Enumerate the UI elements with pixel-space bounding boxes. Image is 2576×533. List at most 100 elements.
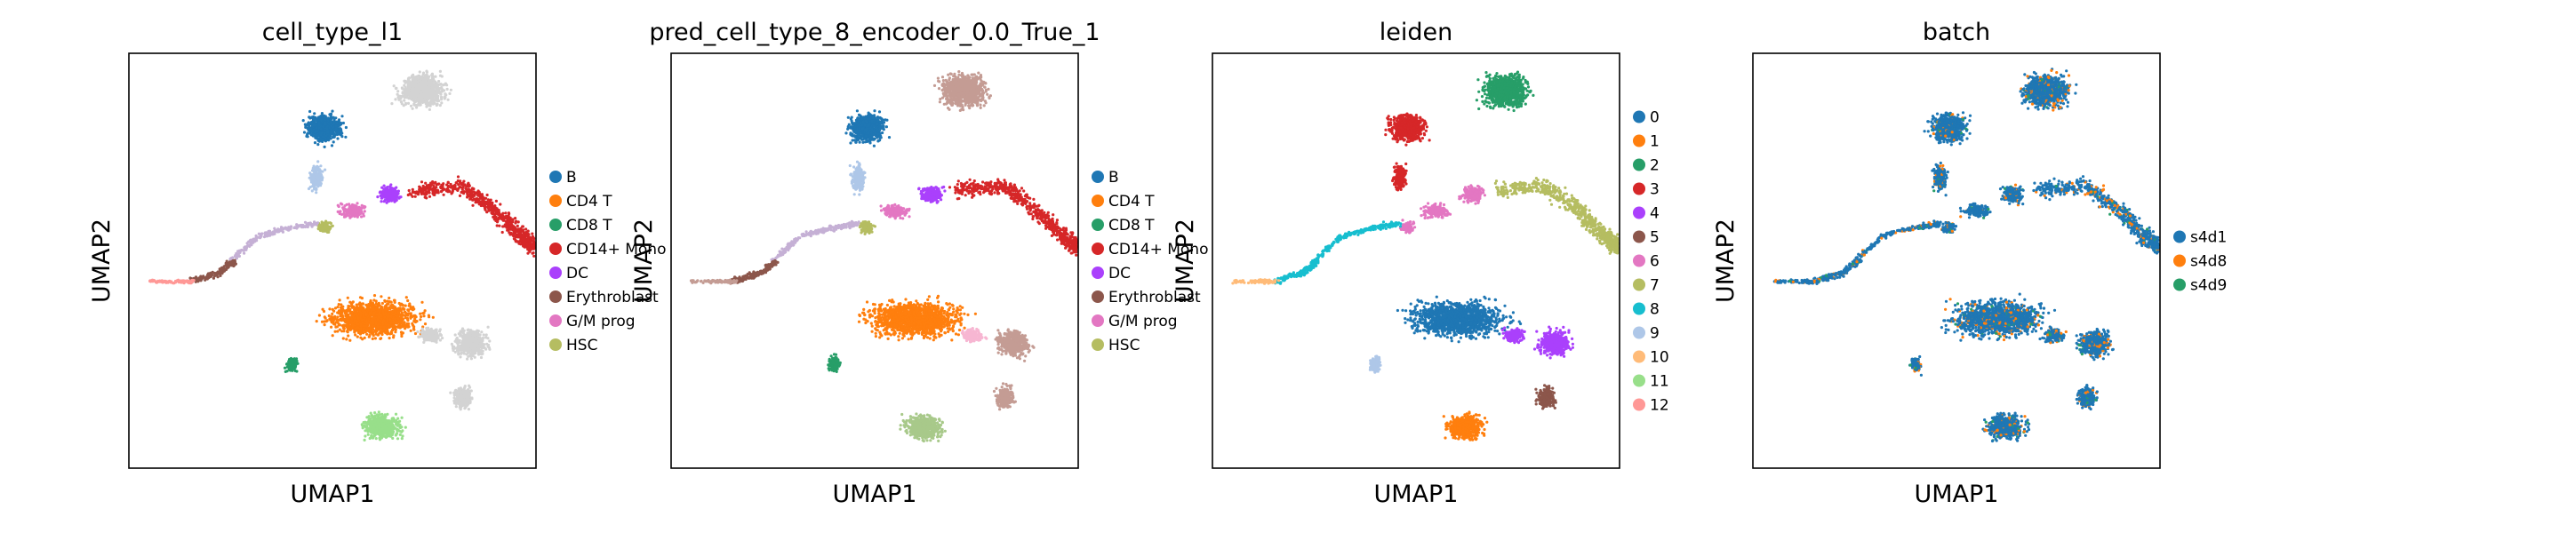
data-point — [284, 227, 287, 229]
data-point — [365, 324, 368, 327]
data-point — [345, 324, 348, 327]
data-point — [475, 201, 477, 203]
data-point — [420, 315, 422, 318]
data-point — [326, 231, 329, 234]
scatter-points — [148, 70, 535, 442]
data-point — [517, 220, 520, 223]
data-point — [380, 187, 383, 189]
data-point — [445, 84, 448, 86]
data-point — [313, 112, 316, 115]
data-point — [370, 330, 372, 333]
data-point — [440, 87, 443, 90]
data-point — [385, 187, 388, 190]
data-point — [421, 87, 424, 90]
data-point — [504, 211, 507, 214]
data-point — [348, 214, 351, 217]
data-point — [410, 314, 412, 317]
data-point — [353, 311, 356, 314]
data-point — [413, 77, 416, 80]
data-point — [355, 211, 357, 213]
data-point — [403, 308, 405, 311]
data-point — [356, 205, 358, 208]
data-point — [408, 189, 411, 192]
data-point — [338, 303, 340, 306]
data-point — [480, 330, 483, 333]
data-point — [384, 193, 387, 195]
data-point — [317, 116, 320, 119]
data-point — [423, 193, 426, 195]
data-point — [388, 197, 390, 200]
data-point — [386, 329, 388, 331]
data-point — [364, 210, 366, 212]
data-point — [498, 211, 500, 214]
data-point — [339, 131, 341, 133]
data-point — [334, 128, 337, 131]
data-point — [531, 252, 533, 255]
data-point — [314, 141, 316, 144]
data-point — [397, 317, 400, 320]
data-point — [441, 75, 444, 77]
data-point — [484, 205, 487, 208]
data-point — [480, 356, 483, 359]
data-point — [486, 346, 489, 348]
data-point — [526, 238, 529, 241]
data-point — [459, 180, 461, 183]
data-point — [344, 311, 347, 314]
data-point — [410, 83, 412, 85]
data-point — [321, 178, 324, 180]
data-point — [360, 215, 363, 218]
data-point — [490, 202, 492, 204]
data-point — [412, 107, 414, 110]
data-point — [391, 304, 394, 306]
data-point — [399, 98, 402, 100]
data-point — [322, 125, 324, 128]
data-point — [457, 352, 460, 354]
data-point — [339, 124, 341, 127]
data-point — [434, 187, 436, 189]
data-point — [408, 85, 411, 88]
data-point — [391, 195, 394, 198]
data-point — [307, 223, 309, 226]
data-point — [357, 213, 360, 216]
data-point — [391, 329, 394, 331]
data-point — [406, 308, 409, 311]
data-point — [346, 214, 348, 217]
data-point — [324, 169, 326, 171]
data-point — [330, 326, 332, 329]
data-point — [439, 70, 442, 73]
data-point — [393, 84, 396, 87]
data-point — [201, 276, 204, 279]
data-point — [404, 305, 407, 307]
data-point — [422, 312, 425, 314]
data-point — [425, 70, 428, 73]
data-point — [527, 230, 530, 233]
data-point — [407, 325, 410, 328]
data-point — [368, 334, 371, 337]
data-point — [315, 191, 317, 194]
data-point — [390, 301, 393, 304]
data-point — [390, 315, 393, 318]
data-point — [324, 118, 326, 121]
data-point — [377, 333, 380, 336]
data-point — [413, 314, 416, 317]
data-point — [223, 269, 226, 272]
data-point — [397, 197, 400, 200]
data-point — [377, 308, 380, 311]
data-point — [390, 102, 393, 105]
data-point — [318, 180, 321, 183]
data-point — [156, 282, 158, 284]
data-point — [403, 84, 405, 87]
data-point — [414, 320, 417, 322]
data-point — [237, 255, 240, 258]
data-point — [506, 217, 508, 219]
data-point — [506, 229, 508, 232]
data-point — [247, 241, 250, 243]
data-point — [197, 276, 200, 279]
data-point — [419, 318, 421, 321]
data-point — [316, 184, 319, 187]
data-point — [495, 200, 498, 203]
data-point — [393, 317, 396, 320]
data-point — [360, 303, 363, 306]
data-point — [347, 334, 349, 337]
data-point — [450, 192, 452, 195]
